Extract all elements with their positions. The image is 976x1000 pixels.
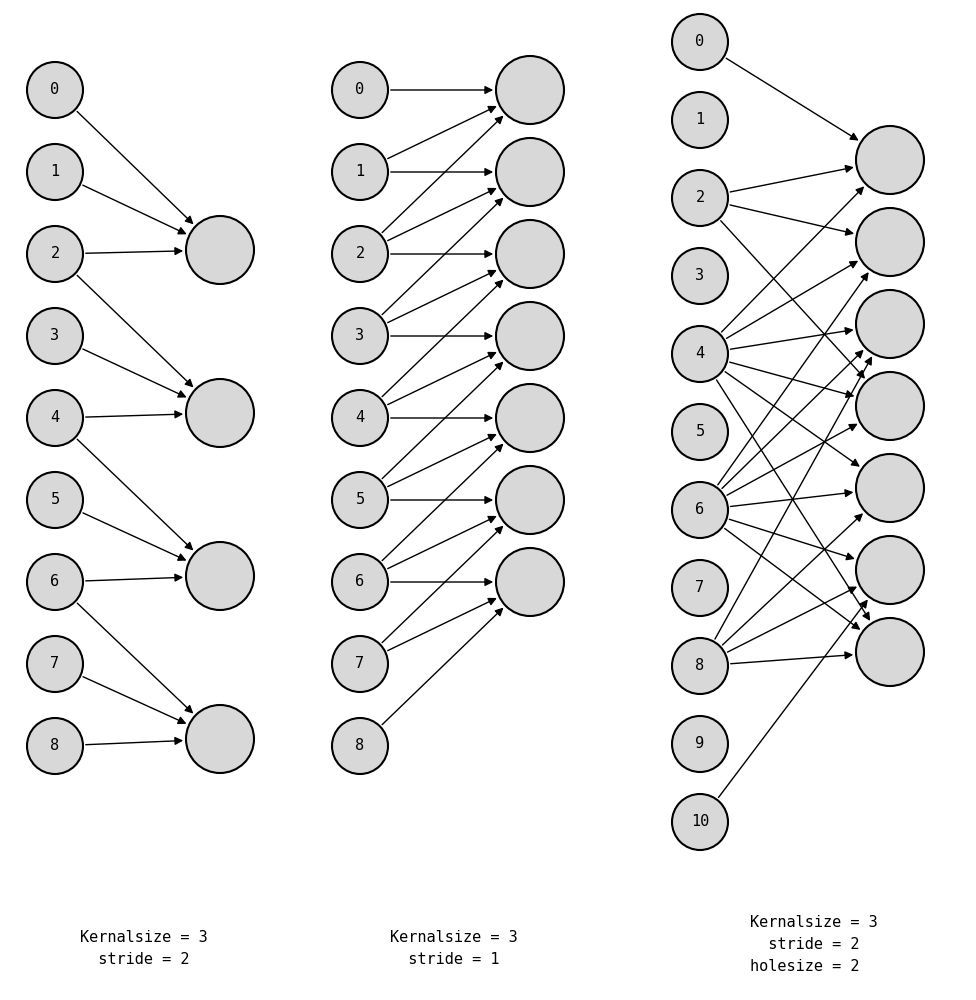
Text: 4: 4 <box>355 410 365 426</box>
Circle shape <box>332 62 388 118</box>
Circle shape <box>27 390 83 446</box>
Text: Kernalsize = 3
  stride = 2: Kernalsize = 3 stride = 2 <box>80 930 208 967</box>
Text: 5: 5 <box>696 424 705 440</box>
Circle shape <box>672 716 728 772</box>
Text: 6: 6 <box>355 574 365 589</box>
Text: 1: 1 <box>696 112 705 127</box>
Text: 0: 0 <box>355 83 365 98</box>
Circle shape <box>186 216 254 284</box>
Text: 2: 2 <box>696 190 705 206</box>
Text: 4: 4 <box>696 347 705 361</box>
Text: Kernalsize = 3
  stride = 2
holesize = 2: Kernalsize = 3 stride = 2 holesize = 2 <box>750 915 877 974</box>
Text: 2: 2 <box>355 246 365 261</box>
Circle shape <box>496 466 564 534</box>
Circle shape <box>27 718 83 774</box>
Circle shape <box>332 390 388 446</box>
Circle shape <box>332 554 388 610</box>
Circle shape <box>672 248 728 304</box>
Circle shape <box>27 636 83 692</box>
Text: 7: 7 <box>696 580 705 595</box>
Circle shape <box>332 308 388 364</box>
Circle shape <box>496 138 564 206</box>
Circle shape <box>496 384 564 452</box>
Circle shape <box>186 379 254 447</box>
Circle shape <box>672 404 728 460</box>
Text: 9: 9 <box>696 736 705 752</box>
Circle shape <box>496 56 564 124</box>
Text: 3: 3 <box>355 328 365 344</box>
Circle shape <box>856 454 924 522</box>
Text: 5: 5 <box>355 492 365 508</box>
Text: 6: 6 <box>51 574 60 589</box>
Text: 3: 3 <box>51 328 60 344</box>
Circle shape <box>672 326 728 382</box>
Text: 1: 1 <box>51 164 60 180</box>
Circle shape <box>186 542 254 610</box>
Circle shape <box>672 92 728 148</box>
Circle shape <box>496 220 564 288</box>
Circle shape <box>672 14 728 70</box>
Circle shape <box>672 638 728 694</box>
Circle shape <box>27 62 83 118</box>
Text: 7: 7 <box>355 656 365 672</box>
Circle shape <box>332 226 388 282</box>
Circle shape <box>672 170 728 226</box>
Text: 6: 6 <box>696 502 705 518</box>
Circle shape <box>856 536 924 604</box>
Text: 2: 2 <box>51 246 60 261</box>
Circle shape <box>332 718 388 774</box>
Circle shape <box>672 482 728 538</box>
Circle shape <box>332 144 388 200</box>
Text: 5: 5 <box>51 492 60 508</box>
Text: 8: 8 <box>51 738 60 754</box>
Circle shape <box>27 144 83 200</box>
Circle shape <box>856 126 924 194</box>
Text: 1: 1 <box>355 164 365 180</box>
Circle shape <box>27 472 83 528</box>
Circle shape <box>856 290 924 358</box>
Circle shape <box>27 554 83 610</box>
Circle shape <box>672 560 728 616</box>
Text: 10: 10 <box>691 814 710 830</box>
Circle shape <box>332 636 388 692</box>
Circle shape <box>496 302 564 370</box>
Text: 3: 3 <box>696 268 705 284</box>
Text: 8: 8 <box>696 658 705 674</box>
Circle shape <box>186 705 254 773</box>
Circle shape <box>856 208 924 276</box>
Circle shape <box>27 308 83 364</box>
Circle shape <box>496 548 564 616</box>
Circle shape <box>672 794 728 850</box>
Text: 8: 8 <box>355 738 365 754</box>
Circle shape <box>856 372 924 440</box>
Circle shape <box>856 618 924 686</box>
Text: 4: 4 <box>51 410 60 426</box>
Text: 0: 0 <box>696 34 705 49</box>
Circle shape <box>332 472 388 528</box>
Text: Kernalsize = 3
  stride = 1: Kernalsize = 3 stride = 1 <box>390 930 517 967</box>
Text: 7: 7 <box>51 656 60 672</box>
Text: 0: 0 <box>51 83 60 98</box>
Circle shape <box>27 226 83 282</box>
